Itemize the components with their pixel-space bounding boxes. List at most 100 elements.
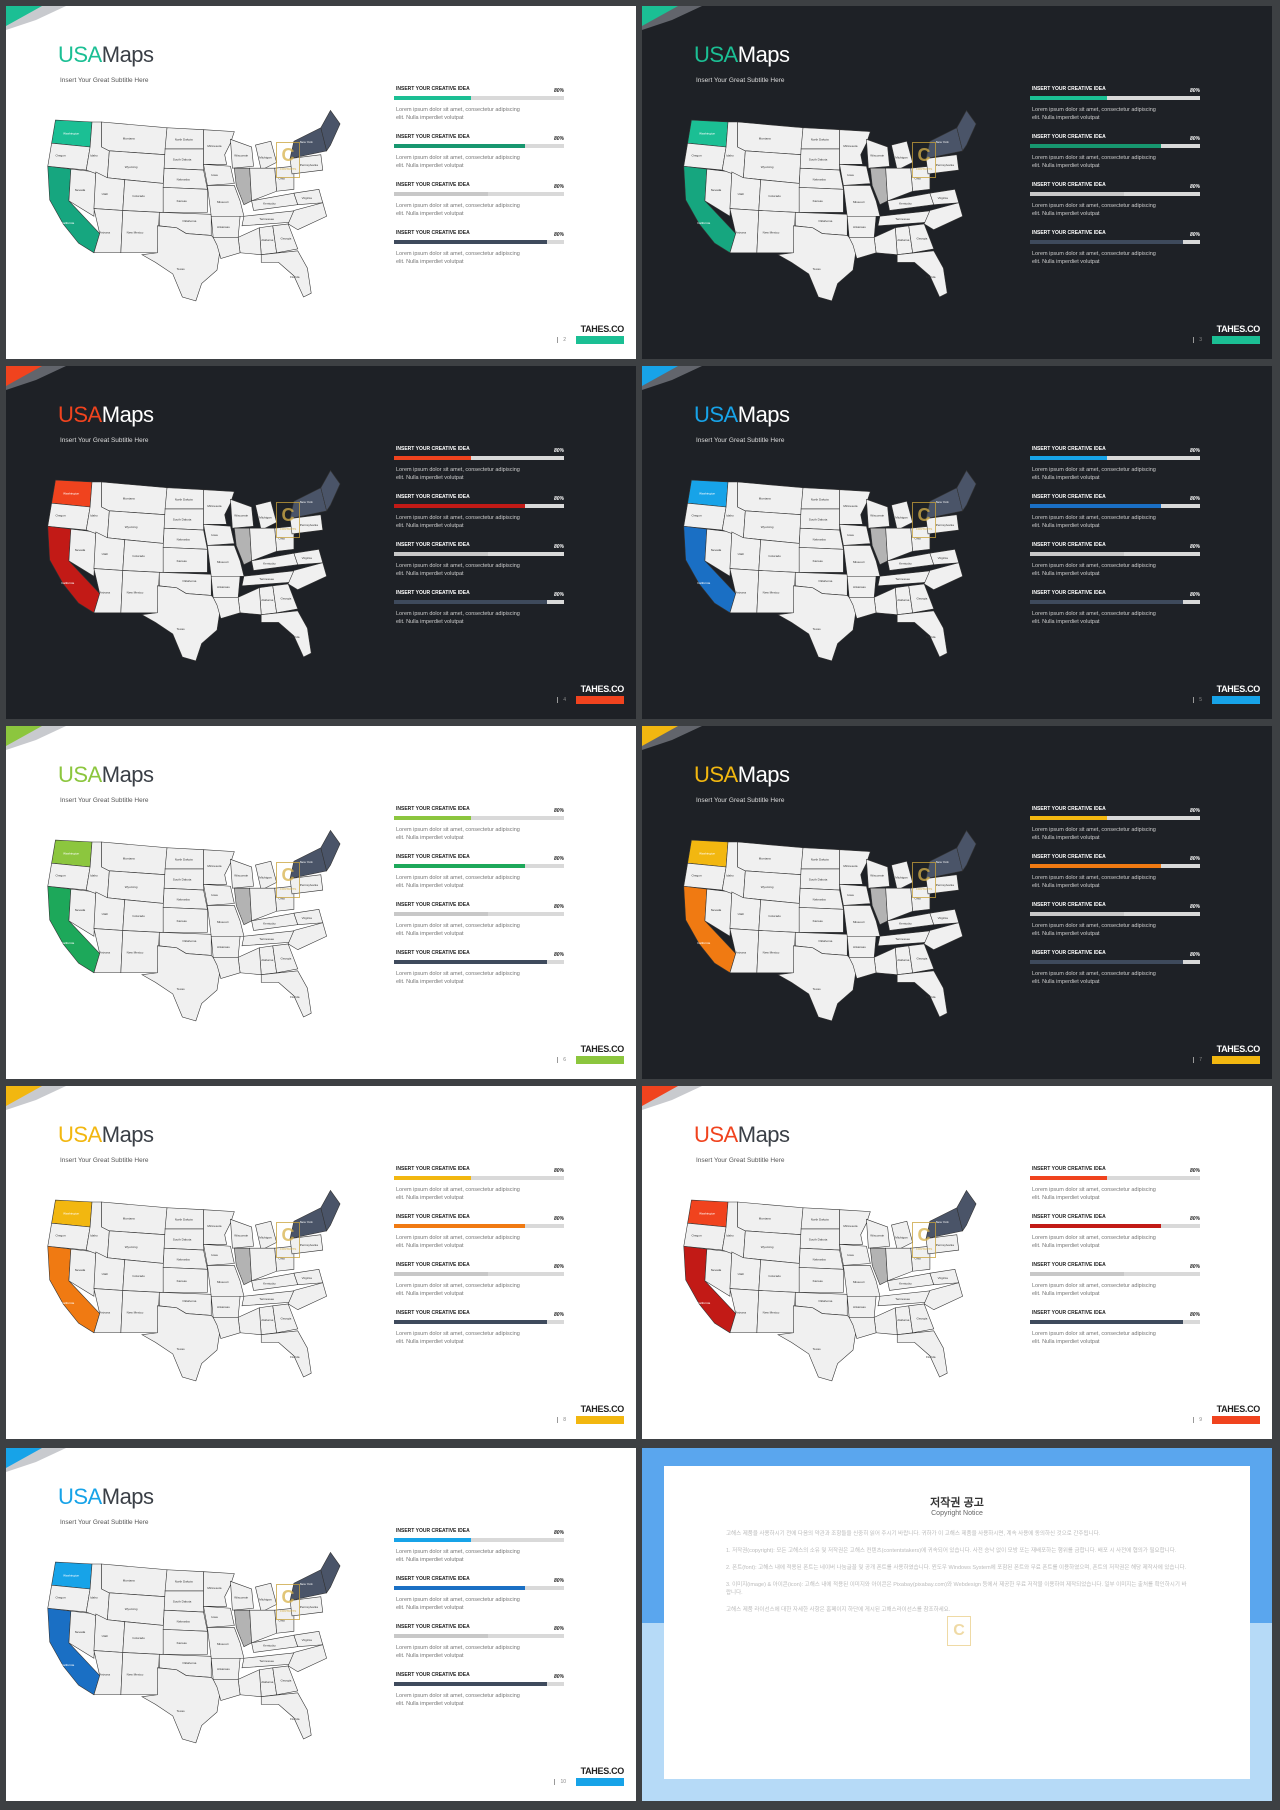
state-texas[interactable] xyxy=(141,1305,222,1382)
state-extra-lou[interactable] xyxy=(212,597,241,619)
state-texas[interactable] xyxy=(141,945,222,1022)
state-arizona[interactable] xyxy=(729,568,760,614)
state-iowa[interactable] xyxy=(839,163,871,186)
state-missouri[interactable] xyxy=(843,185,881,217)
state-arizona[interactable] xyxy=(93,1650,124,1696)
state-georgia[interactable] xyxy=(908,223,935,254)
state-illinois[interactable] xyxy=(869,527,888,566)
state-oregon[interactable] xyxy=(47,862,91,891)
state-extra-mid[interactable] xyxy=(249,887,277,922)
state-pennsylvania[interactable] xyxy=(289,874,324,895)
state-illinois[interactable] xyxy=(233,167,252,206)
state-wisconsin[interactable] xyxy=(230,1218,254,1249)
state-kansas[interactable] xyxy=(798,907,844,933)
state-extra-car[interactable] xyxy=(287,1644,327,1673)
state-pennsylvania[interactable] xyxy=(289,1234,324,1255)
state-oregon[interactable] xyxy=(683,1222,727,1251)
state-nevada[interactable] xyxy=(68,888,97,937)
state-pennsylvania[interactable] xyxy=(925,1234,960,1255)
state-iowa[interactable] xyxy=(203,1605,235,1628)
state-newengland[interactable] xyxy=(320,1189,341,1232)
state-oregon[interactable] xyxy=(47,1584,91,1613)
state-extra-mid[interactable] xyxy=(885,887,913,922)
state-wisconsin[interactable] xyxy=(230,858,254,889)
state-oregon[interactable] xyxy=(47,142,91,171)
state-texas[interactable] xyxy=(141,585,222,662)
state-extra-se[interactable] xyxy=(237,1669,262,1698)
state-oregon[interactable] xyxy=(683,862,727,891)
state-georgia[interactable] xyxy=(272,1665,299,1696)
state-extra-car[interactable] xyxy=(287,562,327,591)
state-iowa[interactable] xyxy=(203,1243,235,1266)
state-florida[interactable] xyxy=(260,1330,312,1378)
state-extra-lou[interactable] xyxy=(212,237,241,259)
state-arizona[interactable] xyxy=(93,1288,124,1334)
state-extra-mid[interactable] xyxy=(885,1247,913,1282)
state-arizona[interactable] xyxy=(93,208,124,254)
state-missouri[interactable] xyxy=(207,1265,245,1297)
state-wisconsin[interactable] xyxy=(230,138,254,169)
state-oregon[interactable] xyxy=(683,502,727,531)
state-extra-mid[interactable] xyxy=(249,527,277,562)
state-florida[interactable] xyxy=(260,970,312,1018)
state-extra-car[interactable] xyxy=(287,1282,327,1311)
state-texas[interactable] xyxy=(777,585,858,662)
state-extra-mid[interactable] xyxy=(885,527,913,562)
state-florida[interactable] xyxy=(896,250,948,298)
state-florida[interactable] xyxy=(896,1330,948,1378)
state-wisconsin[interactable] xyxy=(866,1218,890,1249)
state-iowa[interactable] xyxy=(203,163,235,186)
state-extra-lou[interactable] xyxy=(212,957,241,979)
state-iowa[interactable] xyxy=(839,883,871,906)
state-missouri[interactable] xyxy=(843,545,881,577)
state-kansas[interactable] xyxy=(798,1267,844,1293)
state-kansas[interactable] xyxy=(162,1629,208,1655)
state-extra-se[interactable] xyxy=(873,947,898,976)
state-kansas[interactable] xyxy=(162,907,208,933)
state-extra-mid[interactable] xyxy=(249,1609,277,1644)
state-extra-car[interactable] xyxy=(923,1282,963,1311)
state-texas[interactable] xyxy=(777,945,858,1022)
state-florida[interactable] xyxy=(896,610,948,658)
state-illinois[interactable] xyxy=(233,887,252,926)
state-extra-se[interactable] xyxy=(237,587,262,616)
state-arizona[interactable] xyxy=(93,568,124,614)
state-nevada[interactable] xyxy=(704,888,733,937)
state-extra-lou[interactable] xyxy=(212,1679,241,1701)
state-iowa[interactable] xyxy=(203,523,235,546)
state-newengland[interactable] xyxy=(320,829,341,872)
state-nevada[interactable] xyxy=(704,528,733,577)
state-georgia[interactable] xyxy=(272,1303,299,1334)
state-wisconsin[interactable] xyxy=(866,858,890,889)
state-illinois[interactable] xyxy=(233,1609,252,1648)
state-newengland[interactable] xyxy=(320,109,341,152)
state-florida[interactable] xyxy=(260,610,312,658)
state-wisconsin[interactable] xyxy=(230,1580,254,1611)
state-extra-se[interactable] xyxy=(237,1307,262,1336)
state-extra-lou[interactable] xyxy=(848,237,877,259)
state-wisconsin[interactable] xyxy=(866,498,890,529)
state-arizona[interactable] xyxy=(729,1288,760,1334)
state-extra-se[interactable] xyxy=(873,1307,898,1336)
state-pennsylvania[interactable] xyxy=(289,1596,324,1617)
state-arizona[interactable] xyxy=(729,208,760,254)
state-missouri[interactable] xyxy=(207,1627,245,1659)
state-florida[interactable] xyxy=(896,970,948,1018)
state-illinois[interactable] xyxy=(869,1247,888,1286)
state-texas[interactable] xyxy=(141,225,222,302)
state-iowa[interactable] xyxy=(839,523,871,546)
state-pennsylvania[interactable] xyxy=(289,154,324,175)
state-georgia[interactable] xyxy=(908,1303,935,1334)
state-missouri[interactable] xyxy=(207,185,245,217)
state-missouri[interactable] xyxy=(207,905,245,937)
state-nevada[interactable] xyxy=(68,1248,97,1297)
state-georgia[interactable] xyxy=(272,943,299,974)
state-wisconsin[interactable] xyxy=(230,498,254,529)
state-kansas[interactable] xyxy=(798,187,844,213)
state-illinois[interactable] xyxy=(233,527,252,566)
state-kansas[interactable] xyxy=(798,547,844,573)
state-kansas[interactable] xyxy=(162,1267,208,1293)
state-georgia[interactable] xyxy=(272,223,299,254)
state-extra-se[interactable] xyxy=(237,227,262,256)
state-extra-mid[interactable] xyxy=(249,1247,277,1282)
